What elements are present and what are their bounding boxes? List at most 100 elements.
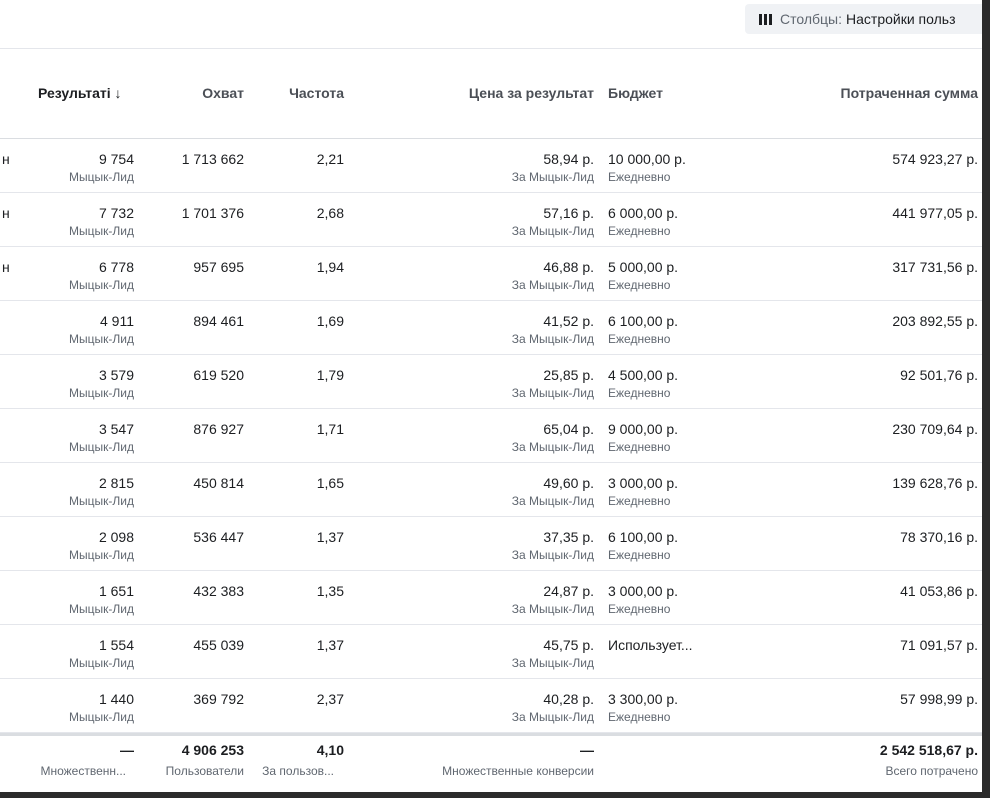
columns-label: Столбцы: [780, 11, 843, 27]
row-frequency: 2,68 [316, 205, 344, 221]
row-results-type: Мыцык-Лид [69, 170, 134, 184]
columns-icon [759, 13, 772, 25]
header-amount-spent[interactable]: Потраченная сумма [840, 85, 978, 101]
row-cost-per-result: 46,88 р. [543, 259, 594, 275]
row-budget-type: Ежедневно [608, 710, 671, 724]
header-budget[interactable]: Бюджет [608, 85, 663, 101]
table-body: н 9 754 Мыцык-Лид 1 713 662 2,21 58,94 р. За М… [0, 139, 990, 733]
row-results: 1 554 [98, 637, 134, 653]
row-results-type: Мыцык-Лид [69, 224, 134, 238]
row-budget: 5 000,00 р. [608, 259, 679, 275]
row-results: 6 778 [98, 259, 134, 275]
table-row[interactable]: н 9 754 Мыцык-Лид 1 713 662 2,21 58,94 р. За М… [0, 139, 990, 193]
row-results-type: Мыцык-Лид [69, 548, 134, 562]
row-budget: 3 000,00 р. [608, 583, 679, 599]
table-header: Результаті ↓ Охват Частота Цена за резул… [0, 49, 990, 139]
row-cost-per-result-type: За Мыцык-Лид [511, 386, 594, 400]
row-cost-per-result-type: За Мыцык-Лид [511, 494, 594, 508]
row-budget: 6 000,00 р. [608, 205, 679, 221]
row-reach: 455 039 [193, 637, 244, 653]
row-results-type: Мыцык-Лид [69, 386, 134, 400]
table-row[interactable]: н 6 778 Мыцык-Лид 957 695 1,94 46,88 р. За Мыц… [0, 247, 990, 301]
row-budget: 4 500,00 р. [608, 367, 679, 383]
row-results-type: Мыцык-Лид [69, 440, 134, 454]
table-toolbar: Столбцы: Настройки польз [0, 0, 990, 49]
table-row[interactable]: 4 911 Мыцык-Лид 894 461 1,69 41,52 р. За Мыцы… [0, 301, 990, 355]
row-frequency: 1,79 [316, 367, 344, 383]
row-amount-spent: 203 892,55 р. [892, 313, 978, 329]
row-results: 3 579 [98, 367, 134, 383]
totals-reach: 4 906 253 [181, 742, 244, 758]
row-frequency: 1,65 [316, 475, 344, 491]
row-frequency: 1,37 [316, 529, 344, 545]
row-cost-per-result: 37,35 р. [543, 529, 594, 545]
row-results: 4 911 [100, 313, 134, 329]
totals-cost-note: Множественные конверсии [442, 764, 594, 778]
row-results: 1 651 [98, 583, 134, 599]
row-results: 7 732 [98, 205, 134, 221]
totals-amount-spent: 2 542 518,67 р. [879, 742, 978, 758]
row-cost-per-result: 58,94 р. [543, 151, 594, 167]
totals-results-note: Множественн... [40, 764, 126, 778]
header-results[interactable]: Результаті ↓ [38, 85, 122, 101]
row-frequency: 1,71 [316, 421, 344, 437]
totals-results: — [120, 742, 134, 758]
row-cost-per-result: 41,52 р. [543, 313, 594, 329]
row-budget-type: Ежедневно [608, 224, 671, 238]
row-cost-per-result-type: За Мыцык-Лид [511, 170, 594, 184]
table-row[interactable]: 1 651 Мыцык-Лид 432 383 1,35 24,87 р. За Мыцы… [0, 571, 990, 625]
table-row[interactable]: н 7 732 Мыцык-Лид 1 701 376 2,68 57,16 р. За М… [0, 193, 990, 247]
row-cost-per-result-type: За Мыцык-Лид [511, 602, 594, 616]
columns-button[interactable]: Столбцы: Настройки польз [745, 4, 990, 34]
row-results-type: Мыцык-Лид [69, 332, 134, 346]
row-cost-per-result-type: За Мыцык-Лид [511, 332, 594, 346]
row-frequency: 1,37 [316, 637, 344, 653]
row-budget-type: Ежедневно [608, 440, 671, 454]
totals-frequency: 4,10 [316, 742, 344, 758]
row-reach: 894 461 [193, 313, 244, 329]
row-budget: 3 300,00 р. [608, 691, 679, 707]
row-reach: 876 927 [193, 421, 244, 437]
row-budget-type: Ежедневно [608, 332, 671, 346]
row-cost-per-result-type: За Мыцык-Лид [511, 224, 594, 238]
row-amount-spent: 41 053,86 р. [900, 583, 978, 599]
row-results-type: Мыцык-Лид [69, 656, 134, 670]
row-amount-spent: 92 501,76 р. [900, 367, 978, 383]
table-row[interactable]: 1 440 Мыцык-Лид 369 792 2,37 40,28 р. За Мыцы… [0, 679, 990, 733]
row-budget: 6 100,00 р. [608, 313, 679, 329]
row-amount-spent: 57 998,99 р. [900, 691, 978, 707]
table-row[interactable]: 2 098 Мыцык-Лид 536 447 1,37 37,35 р. За Мыцы… [0, 517, 990, 571]
header-cost-per-result[interactable]: Цена за результат [468, 85, 594, 101]
row-cost-per-result-type: За Мыцык-Лид [511, 278, 594, 292]
row-name-edge: н [2, 259, 10, 275]
row-cost-per-result: 40,28 р. [543, 691, 594, 707]
row-budget: Использует... [608, 637, 693, 653]
row-cost-per-result: 65,04 р. [543, 421, 594, 437]
table-row[interactable]: 1 554 Мыцык-Лид 455 039 1,37 45,75 р. За Мыцы… [0, 625, 990, 679]
row-cost-per-result: 45,75 р. [543, 637, 594, 653]
row-frequency: 1,94 [316, 259, 344, 275]
row-reach: 619 520 [193, 367, 244, 383]
row-reach: 1 701 376 [181, 205, 244, 221]
row-budget: 10 000,00 р. [608, 151, 686, 167]
row-results: 2 098 [98, 529, 134, 545]
row-amount-spent: 441 977,05 р. [892, 205, 978, 221]
table-row[interactable]: 3 547 Мыцык-Лид 876 927 1,71 65,04 р. За Мыцы… [0, 409, 990, 463]
row-results: 2 815 [98, 475, 134, 491]
table-row[interactable]: 3 579 Мыцык-Лид 619 520 1,79 25,85 р. За Мыцы… [0, 355, 990, 409]
row-reach: 369 792 [193, 691, 244, 707]
row-cost-per-result-type: За Мыцык-Лид [511, 656, 594, 670]
header-frequency[interactable]: Частота [289, 85, 344, 101]
row-results-type: Мыцык-Лид [69, 710, 134, 724]
row-amount-spent: 139 628,76 р. [892, 475, 978, 491]
row-reach: 957 695 [193, 259, 244, 275]
row-cost-per-result-type: За Мыцык-Лид [511, 548, 594, 562]
row-name-edge: н [2, 151, 10, 167]
table-row[interactable]: 2 815 Мыцык-Лид 450 814 1,65 49,60 р. За Мыцы… [0, 463, 990, 517]
row-frequency: 1,69 [316, 313, 344, 329]
header-reach[interactable]: Охват [202, 85, 244, 101]
row-frequency: 2,21 [316, 151, 344, 167]
row-budget-type: Ежедневно [608, 170, 671, 184]
row-budget-type: Ежедневно [608, 386, 671, 400]
